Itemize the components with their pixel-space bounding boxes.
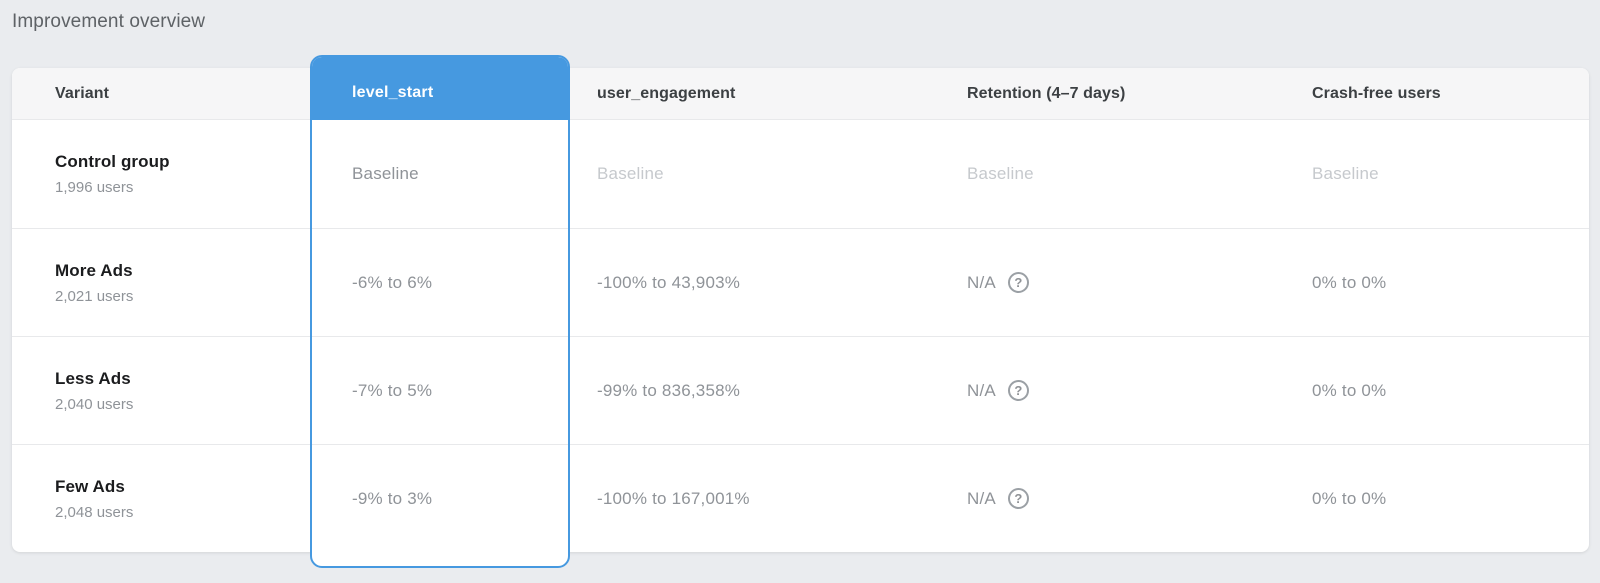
crash-free-cell: 0% to 0% — [1312, 380, 1387, 400]
retention-value: N/A — [967, 380, 996, 400]
crash-free-cell: 0% to 0% — [1312, 272, 1387, 292]
variant-user-count: 2,048 users — [55, 503, 134, 521]
improvement-overview-table: Variant user_engagement Retention (4–7 d… — [12, 55, 1589, 568]
variant-cell: Control group 1,996 users — [55, 120, 170, 228]
table-row-less-ads: Less Ads 2,040 users -99% to 836,358% N/… — [12, 336, 1589, 444]
retention-value: N/A — [967, 488, 996, 508]
retention-cell: N/A ? — [967, 229, 1029, 336]
variant-cell: Few Ads 2,048 users — [55, 445, 133, 552]
user-engagement-cell: -100% to 167,001% — [597, 488, 750, 508]
retention-cell: Baseline — [967, 164, 1034, 183]
selected-metric-column-level-start: level_start Baseline -6% to 6% -7% to 5%… — [310, 55, 570, 568]
variant-name: More Ads — [55, 260, 133, 280]
retention-cell: N/A ? — [967, 337, 1029, 444]
variant-user-count: 1,996 users — [55, 179, 134, 196]
level-start-cell: -9% to 3% — [312, 444, 568, 552]
column-header-crash-free[interactable]: Crash-free users — [1312, 84, 1441, 102]
level-start-cell: -6% to 6% — [312, 228, 568, 336]
variant-user-count: 2,040 users — [55, 395, 134, 413]
variant-name: Control group — [55, 152, 170, 171]
user-engagement-cell: -100% to 43,903% — [597, 272, 741, 292]
help-icon[interactable]: ? — [1007, 272, 1029, 293]
user-engagement-cell: Baseline — [597, 164, 664, 183]
variant-name: Less Ads — [55, 368, 131, 388]
table-row-few-ads: Few Ads 2,048 users -100% to 167,001% N/… — [12, 444, 1589, 552]
selected-metric-header[interactable]: level_start — [312, 57, 568, 120]
crash-free-cell: 0% to 0% — [1312, 488, 1387, 508]
column-header-user-engagement[interactable]: user_engagement — [597, 84, 736, 102]
help-icon[interactable]: ? — [1007, 488, 1029, 509]
crash-free-cell: Baseline — [1312, 164, 1379, 183]
variant-cell: Less Ads 2,040 users — [55, 337, 133, 444]
variant-cell: More Ads 2,021 users — [55, 229, 133, 336]
variant-user-count: 2,021 users — [55, 287, 134, 305]
retention-cell: N/A ? — [967, 445, 1029, 552]
level-start-cell: Baseline — [352, 164, 419, 183]
column-header-variant: Variant — [55, 84, 110, 102]
page-title: Improvement overview — [12, 11, 206, 32]
column-header-retention[interactable]: Retention (4–7 days) — [967, 84, 1126, 102]
help-icon[interactable]: ? — [1007, 380, 1029, 401]
variant-name: Few Ads — [55, 476, 125, 496]
table-row-control-group: Control group 1,996 users Baseline Basel… — [12, 120, 1589, 228]
user-engagement-cell: -99% to 836,358% — [597, 380, 741, 400]
table-header-row: Variant user_engagement Retention (4–7 d… — [12, 68, 1589, 120]
table-row-more-ads: More Ads 2,021 users -100% to 43,903% N/… — [12, 228, 1589, 336]
retention-value: N/A — [967, 272, 996, 292]
level-start-cell: -7% to 5% — [312, 336, 568, 444]
